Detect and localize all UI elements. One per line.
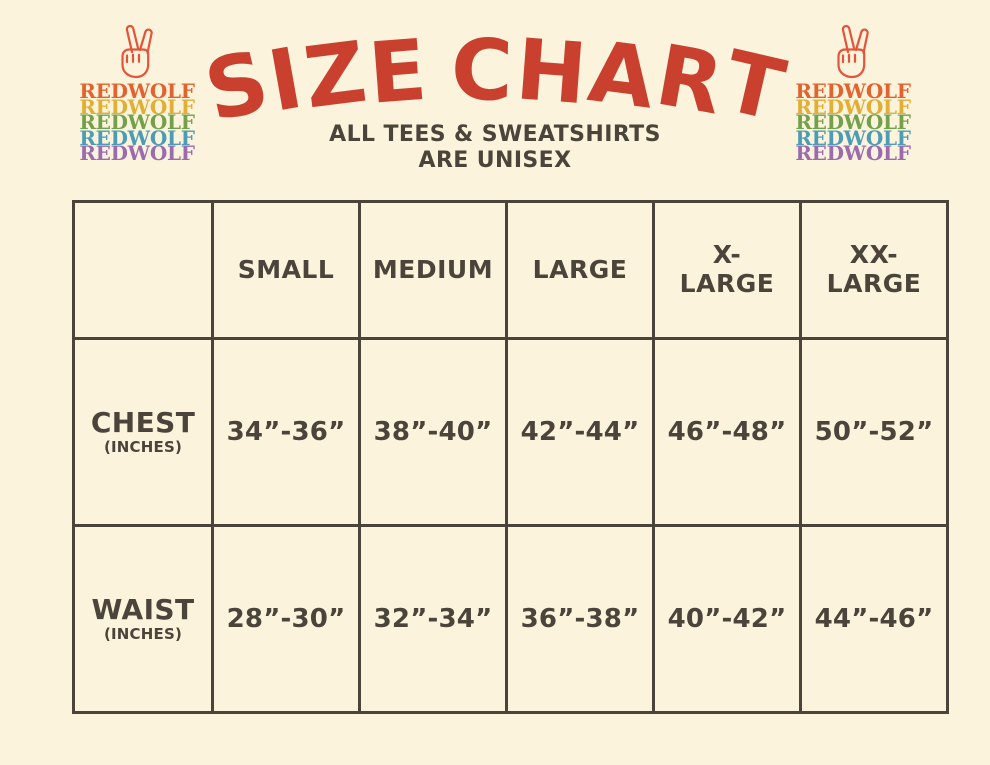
cell-value: 46”-48” <box>667 417 787 447</box>
brand-word-1: REDWOLF <box>795 79 911 103</box>
cell-value: 50”-52” <box>814 417 934 447</box>
brand-word-1: REDWOLF <box>79 79 195 103</box>
row-label-waist: WAIST (INCHES) <box>72 524 214 714</box>
peace-hand-icon <box>837 24 869 79</box>
cell-waist-xx-large: 44”-46” <box>799 524 949 714</box>
brand-logo-right: REDWOLF REDWOLF REDWOLF REDWOLF REDWOLF <box>778 22 928 166</box>
cell-waist-medium: 32”-34” <box>358 524 508 714</box>
header-label: MEDIUM <box>372 254 494 284</box>
row-label-unit: (INCHES) <box>103 625 183 644</box>
brand-word-5: REDWOLF <box>79 141 195 166</box>
row-label-text: CHEST <box>90 405 196 439</box>
subtitle-line-1: ALL TEES & SWEATSHIRTS <box>329 122 661 147</box>
cell-value: 44”-46” <box>814 604 934 634</box>
page-subtitle: ALL TEES & SWEATSHIRTS ARE UNISEX <box>0 122 990 174</box>
cell-chest-x-large: 46”-48” <box>652 337 802 527</box>
cell-chest-large: 42”-44” <box>505 337 655 527</box>
cell-waist-large: 36”-38” <box>505 524 655 714</box>
header-label: LARGE <box>532 254 628 284</box>
header-label-line-2: LARGE <box>679 269 775 298</box>
header-label-line-1: X- <box>712 240 742 270</box>
brand-wordmark-stack: REDWOLF REDWOLF REDWOLF REDWOLF REDWOLF <box>62 79 212 166</box>
header-label-line-2: LARGE <box>826 269 922 298</box>
cell-value: 36”-38” <box>520 604 640 634</box>
row-label-unit: (INCHES) <box>103 438 183 457</box>
brand-word-2: REDWOLF <box>79 94 195 119</box>
brand-word-2: REDWOLF <box>795 94 911 119</box>
size-chart-table: SMALL MEDIUM LARGE X- LARGE XX- LARGE CH… <box>72 200 949 714</box>
subtitle-line-2: ARE UNISEX <box>418 147 572 173</box>
brand-word-4: REDWOLF <box>795 125 911 150</box>
page-header: REDWOLF REDWOLF REDWOLF REDWOLF REDWOLF … <box>0 0 990 200</box>
cell-chest-xx-large: 50”-52” <box>799 337 949 527</box>
peace-hand-icon <box>121 24 153 79</box>
cell-chest-small: 34”-36” <box>211 337 361 527</box>
cell-value: 28”-30” <box>226 604 346 634</box>
page-title: SIZE CHART <box>196 20 794 141</box>
table-row-waist: WAIST (INCHES) 28”-30” 32”-34” 36”-38” 4… <box>72 524 949 714</box>
header-cell-xx-large: XX- LARGE <box>799 200 949 340</box>
header-cell-empty <box>72 200 214 340</box>
cell-waist-small: 28”-30” <box>211 524 361 714</box>
cell-value: 42”-44” <box>520 417 640 447</box>
header-cell-medium: MEDIUM <box>358 200 508 340</box>
brand-word-3: REDWOLF <box>79 110 195 135</box>
row-label-chest: CHEST (INCHES) <box>72 337 214 527</box>
brand-logo-left: REDWOLF REDWOLF REDWOLF REDWOLF REDWOLF <box>62 22 212 166</box>
cell-waist-x-large: 40”-42” <box>652 524 802 714</box>
header-label: SMALL <box>237 254 335 284</box>
title-block: SIZE CHART ALL TEES & SWEATSHIRTS ARE UNI… <box>0 20 990 174</box>
header-label-line-1: XX- <box>849 240 899 270</box>
brand-word-5: REDWOLF <box>795 141 911 166</box>
table-header-row: SMALL MEDIUM LARGE X- LARGE XX- LARGE <box>72 200 949 340</box>
brand-word-3: REDWOLF <box>795 110 911 135</box>
table-row-chest: CHEST (INCHES) 34”-36” 38”-40” 42”-44” 4… <box>72 337 949 527</box>
header-cell-x-large: X- LARGE <box>652 200 802 340</box>
cell-value: 32”-34” <box>373 604 493 634</box>
cell-value: 34”-36” <box>226 417 346 447</box>
brand-wordmark-stack: REDWOLF REDWOLF REDWOLF REDWOLF REDWOLF <box>778 79 928 166</box>
cell-chest-medium: 38”-40” <box>358 337 508 527</box>
brand-word-4: REDWOLF <box>79 125 195 150</box>
header-cell-large: LARGE <box>505 200 655 340</box>
cell-value: 38”-40” <box>373 417 493 447</box>
cell-value: 40”-42” <box>667 604 787 634</box>
header-cell-small: SMALL <box>211 200 361 340</box>
row-label-text: WAIST <box>91 592 195 626</box>
